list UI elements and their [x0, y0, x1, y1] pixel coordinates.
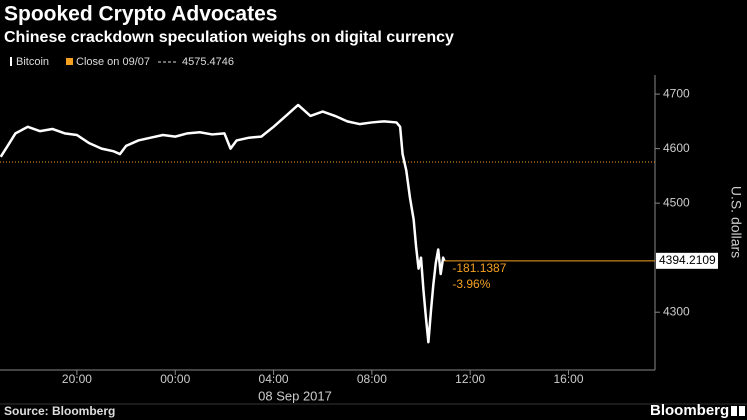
legend-value: 4575.4746 [182, 56, 234, 68]
brand-logo: Bloomberg [650, 402, 729, 419]
x-axis-label: 08 Sep 2017 [258, 388, 332, 403]
legend-glyph [10, 57, 12, 66]
legend-label: Close on 09/07 [76, 56, 150, 68]
x-tick-label: 08:00 [357, 372, 387, 386]
legend-glyph [66, 58, 73, 65]
x-tick-label: 16:00 [553, 372, 583, 386]
last-value-box [656, 252, 718, 269]
legend-label: Bitcoin [16, 56, 49, 68]
last-value-label: 4394.2109 [659, 253, 716, 267]
price-line [0, 103, 446, 344]
y-tick-label: 4300 [663, 304, 690, 318]
y-tick-label: 4600 [663, 141, 690, 155]
chart-title: Spooked Crypto Advocates [4, 3, 277, 26]
x-tick-label: 12:00 [455, 372, 485, 386]
y-tick-label: 4700 [663, 86, 690, 100]
brand-mark [739, 406, 745, 416]
source: Source: Bloomberg [4, 404, 115, 418]
change-pct-label: -3.96% [452, 277, 490, 291]
x-tick-label: 00:00 [160, 372, 190, 386]
y-axis-label: U.S. dollars [728, 186, 744, 258]
y-tick-label: 4500 [663, 195, 690, 209]
x-tick-label: 20:00 [62, 372, 92, 386]
brand-mark [731, 406, 737, 416]
change-label: -181.1387 [452, 261, 506, 275]
chart-subtitle: Chinese crackdown speculation weighs on … [4, 29, 454, 46]
x-tick-label: 04:00 [259, 372, 289, 386]
